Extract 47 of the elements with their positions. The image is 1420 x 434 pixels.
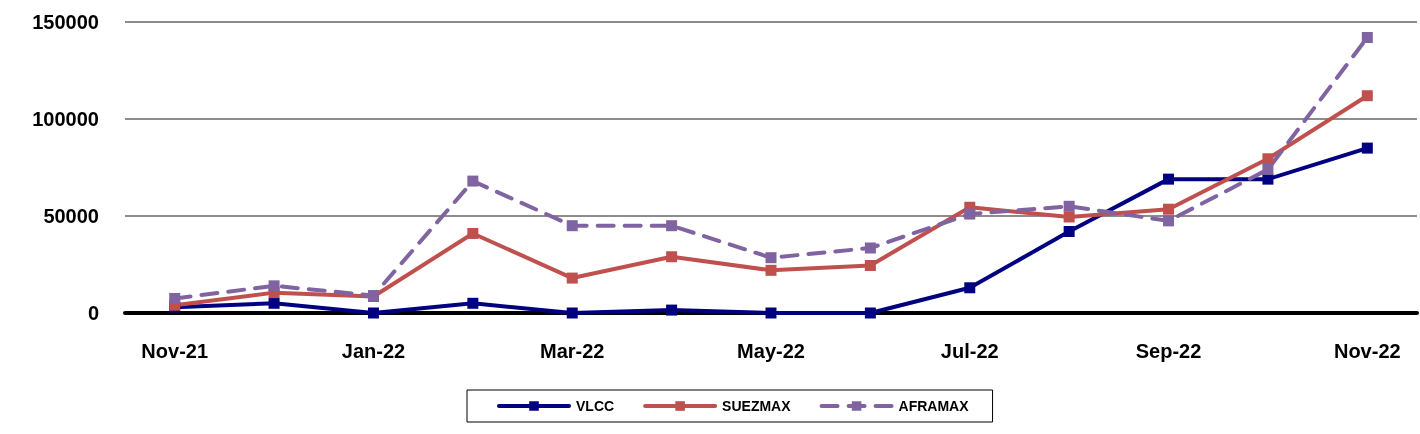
point bbox=[467, 297, 479, 309]
point bbox=[566, 307, 578, 319]
point bbox=[964, 208, 976, 220]
legend-label: VLCC bbox=[576, 398, 615, 414]
point bbox=[1163, 173, 1175, 185]
point bbox=[864, 242, 876, 254]
point bbox=[765, 252, 777, 264]
legend-label: SUEZMAX bbox=[722, 398, 792, 414]
point bbox=[1262, 163, 1274, 175]
y-tick-label: 50000 bbox=[43, 205, 99, 227]
point bbox=[964, 282, 976, 294]
point bbox=[1262, 173, 1274, 185]
point bbox=[1063, 226, 1075, 238]
legend-label: AFRAMAX bbox=[898, 398, 970, 414]
point bbox=[467, 175, 479, 187]
y-tick-label: 150000 bbox=[32, 11, 99, 33]
point bbox=[1361, 32, 1373, 44]
point bbox=[666, 220, 678, 232]
point bbox=[1361, 142, 1373, 154]
x-tick-label: Jan-22 bbox=[341, 340, 406, 362]
point bbox=[1262, 153, 1274, 165]
point bbox=[566, 272, 578, 284]
x-tick-label: May-22 bbox=[737, 340, 805, 362]
point bbox=[1163, 203, 1175, 215]
point bbox=[765, 307, 777, 319]
x-tick-label: Mar-22 bbox=[539, 340, 605, 362]
point bbox=[864, 307, 876, 319]
point bbox=[566, 220, 578, 232]
point bbox=[169, 292, 181, 304]
point bbox=[864, 259, 876, 271]
x-tick-label: Nov-22 bbox=[1333, 340, 1401, 362]
point bbox=[1063, 200, 1075, 212]
point bbox=[666, 251, 678, 263]
point bbox=[268, 280, 280, 292]
point bbox=[467, 227, 479, 239]
x-tick-label: Jul-22 bbox=[940, 340, 999, 362]
point bbox=[1163, 215, 1175, 227]
y-tick-label: 100000 bbox=[32, 108, 99, 130]
x-tick-label: Sep-22 bbox=[1135, 340, 1202, 362]
point bbox=[367, 307, 379, 319]
point bbox=[1063, 211, 1075, 223]
point bbox=[1361, 90, 1373, 102]
point bbox=[268, 297, 280, 309]
point bbox=[765, 264, 777, 276]
y-tick-label: 0 bbox=[87, 302, 99, 324]
x-tick-label: Nov-21 bbox=[141, 340, 209, 362]
point bbox=[666, 304, 678, 316]
